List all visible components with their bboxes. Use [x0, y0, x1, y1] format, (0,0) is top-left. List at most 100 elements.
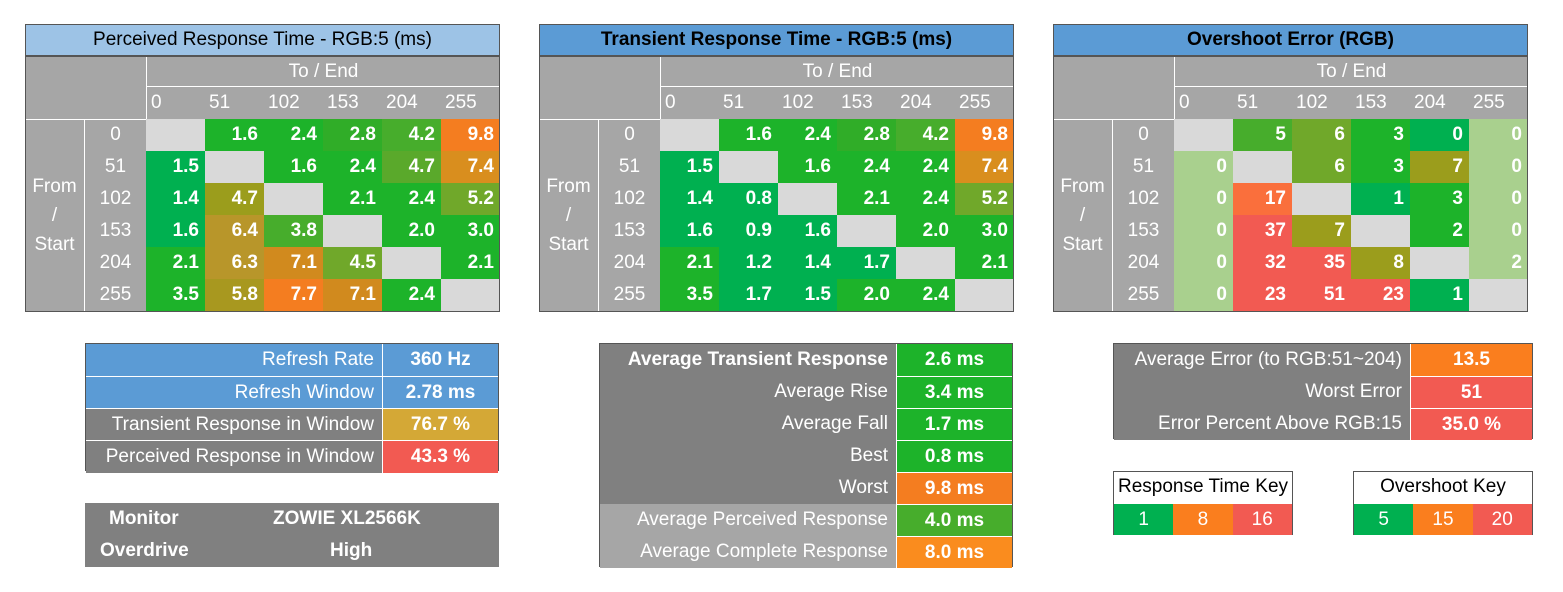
row-header: 0 [110, 124, 121, 145]
heatmap-cell: 4.7 [382, 151, 441, 183]
row-header: 102 [613, 188, 646, 209]
x-axis-label: To / End [660, 56, 1014, 87]
heatmap-cell: 37 [1233, 215, 1292, 247]
y-axis-label-part: Start [1062, 234, 1103, 255]
overdrive-label: Overdrive [100, 540, 189, 561]
overshoot-key: Overshoot Key 5 15 20 [1353, 471, 1533, 535]
stat-label: Average Transient Response [600, 344, 896, 376]
heatmap-cell: 1.5 [778, 279, 837, 311]
row-header: 51 [618, 156, 641, 177]
stat-row: Refresh Window 2.78 ms [86, 376, 498, 409]
monitor-info-table: Monitor ZOWIE XL2566K Overdrive High [85, 503, 499, 567]
heatmap-cell: 2.0 [896, 215, 955, 247]
heatmap-cell: 2 [1469, 247, 1528, 279]
heatmap-cell: 0.9 [719, 215, 778, 247]
row-header: 153 [99, 220, 132, 241]
heatmap-cell: 8 [1351, 247, 1410, 279]
heatmap-cell: 1.5 [660, 151, 719, 183]
matrix-title: Overshoot Error (RGB) [1053, 24, 1528, 56]
y-axis-label-part: / [1079, 205, 1086, 226]
stat-value: 2.6 ms [896, 344, 1012, 376]
heatmap-cell: 5.2 [441, 183, 500, 215]
heatmap-cell: 3.0 [955, 215, 1014, 247]
stat-row: Worst Error 51 [1114, 376, 1532, 408]
heatmap-cell: 1.4 [778, 247, 837, 279]
heatmap-cell: 2.1 [660, 247, 719, 279]
heatmap-cell: 3.0 [441, 215, 500, 247]
stat-label: Average Rise [600, 376, 896, 408]
stat-label: Transient Response in Window [86, 409, 382, 441]
overdrive-value: High [330, 540, 373, 561]
stat-value: 76.7 % [382, 409, 498, 441]
heatmap-cell: 5.8 [205, 279, 264, 311]
stat-label: Error Percent Above RGB:15 [1114, 408, 1410, 440]
stat-value: 8.0 ms [896, 536, 1012, 568]
y-axis-label: From / Start [1053, 119, 1113, 312]
heatmap-cell [955, 279, 1014, 311]
column-header: 0 [1174, 87, 1233, 119]
header-background [1053, 56, 1528, 119]
heatmap-cell: 1.6 [660, 215, 719, 247]
heatmap-cell: 9.8 [955, 119, 1014, 151]
heatmap-cell: 1.4 [146, 183, 205, 215]
heatmap-cell: 4.2 [382, 119, 441, 151]
heatmap-cell: 1.2 [719, 247, 778, 279]
stat-row: Transient Response in Window 76.7 % [86, 408, 498, 441]
heatmap-cell: 2.4 [323, 151, 382, 183]
heatmap-cell: 1.4 [660, 183, 719, 215]
heatmap-cell [719, 151, 778, 183]
heatmap-cell: 2.4 [778, 119, 837, 151]
column-header: 153 [841, 92, 873, 113]
stat-value: 43.3 % [382, 441, 498, 473]
overshoot-error-matrix: Overshoot Error (RGB) To / End 0 51 102 153 2… [1053, 24, 1528, 312]
column-header: 102 [268, 92, 300, 113]
stat-value: 4.0 ms [896, 504, 1012, 536]
y-axis-label: From / Start [539, 119, 599, 312]
error-summary-table: Average Error (to RGB:51~204) 13.5 Worst E… [1113, 343, 1533, 440]
y-axis-label-part: Start [34, 234, 75, 255]
key-swatch: 8 [1173, 504, 1233, 535]
row-header: 255 [613, 284, 646, 305]
stat-value: 35.0 % [1410, 408, 1532, 440]
column-header: 51 [1237, 92, 1259, 113]
row-header: 51 [104, 156, 127, 177]
stat-label: Average Complete Response [600, 536, 896, 568]
y-axis-label-part: / [565, 205, 572, 226]
heatmap-cell [382, 247, 441, 279]
heatmap-cell: 4.7 [205, 183, 264, 215]
row-header-background [1053, 119, 1174, 312]
heatmap-cell: 2.4 [896, 151, 955, 183]
stat-row: Best 0.8 ms [600, 440, 1012, 472]
heatmap-cell: 0 [1174, 183, 1233, 215]
x-axis-label: To / End [146, 56, 500, 87]
response-time-key: Response Time Key 1 8 16 [1113, 471, 1293, 535]
heatmap-cell: 5 [1233, 119, 1292, 151]
stat-value: 360 Hz [382, 344, 498, 376]
monitor-value: ZOWIE XL2566K [273, 508, 421, 529]
stat-row: Perceived Response in Window 43.3 % [86, 440, 498, 473]
stat-label: Best [600, 440, 896, 472]
heatmap-cell: 17 [1233, 183, 1292, 215]
row-header-background [25, 119, 146, 312]
row-header: 51 [1132, 156, 1155, 177]
heatmap-cell: 2.4 [264, 119, 323, 151]
stat-row: Average Fall 1.7 ms [600, 408, 1012, 440]
heatmap-cell: 3.5 [146, 279, 205, 311]
heatmap-cell: 0.8 [719, 183, 778, 215]
heatmap-cell: 1 [1351, 183, 1410, 215]
stat-label: Worst Error [1114, 376, 1410, 408]
heatmap-cell: 6 [1292, 151, 1351, 183]
heatmap-cell: 2.4 [896, 183, 955, 215]
header-background [25, 56, 500, 119]
heatmap-cell: 7.4 [955, 151, 1014, 183]
refresh-window-table: Refresh Rate 360 Hz Refresh Window 2.78 ms T… [85, 343, 499, 473]
matrix-title: Transient Response Time - RGB:5 (ms) [539, 24, 1014, 56]
key-swatch: 5 [1354, 504, 1414, 535]
heatmap-cell: 2.0 [382, 215, 441, 247]
row-header: 0 [624, 124, 635, 145]
heatmap-cell: 3.5 [660, 279, 719, 311]
row-header-background [539, 119, 660, 312]
heatmap-cell [1292, 183, 1351, 215]
y-axis-label-part: From [1060, 176, 1105, 197]
heatmap-cell: 7.4 [441, 151, 500, 183]
